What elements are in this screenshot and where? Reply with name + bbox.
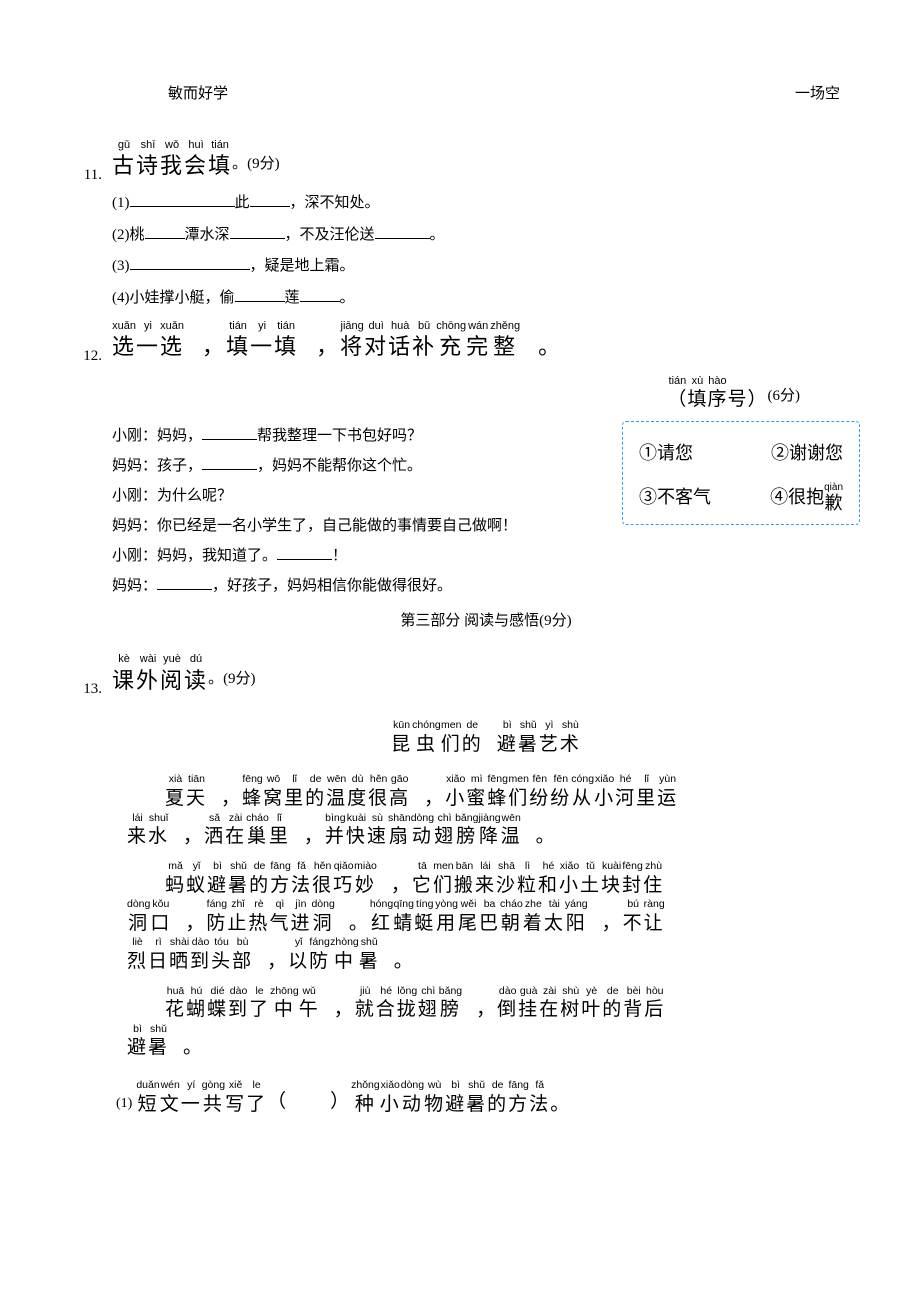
- passage-title: kūn昆chóng虫men们de的bì避shǔ暑yì艺shù术: [112, 719, 860, 757]
- q12-dialog-wrap: 小刚：妈妈，帮我整理一下书包好吗？妈妈：孩子，，妈妈不能帮你这个忙。小刚：为什么…: [112, 421, 860, 601]
- option-row: ③不客气 ④很抱qiàn歉: [639, 480, 843, 514]
- hanzi: 歉: [825, 493, 843, 515]
- question-12: 12. xuǎn选yi一xuǎn选 ，tián填yi一tián填 ，jiāng将…: [60, 320, 860, 635]
- option-3: ③不客气: [639, 480, 711, 514]
- part3-title: 第三部分 阅读与感悟(9分): [112, 607, 860, 636]
- q13-title: kè课wài外yuè阅dú读。(9分): [112, 653, 860, 695]
- question-11: 11. gǔ古shī诗wǒ我huì会tián填。(9分) (1)此，深不知处。(…: [60, 139, 860, 315]
- option-4-pre: ④很抱: [770, 487, 824, 507]
- proverb-left: 敏而好学: [168, 80, 228, 109]
- passage-body: xià夏tiān天 ，fēng蜂wō窝lǐ里de的wēn温dù度hěn很gāo高…: [112, 773, 860, 1061]
- option-row: ①请您 ②谢谢您: [639, 436, 843, 470]
- q12-option-box: ①请您 ②谢谢您 ③不客气 ④很抱qiàn歉: [622, 421, 860, 525]
- question-13: 13. kè课wài外yuè阅dú读。(9分) kūn昆chóng虫men们de…: [60, 653, 860, 1117]
- question-number: 13.: [60, 653, 112, 704]
- q11-items: (1)此，深不知处。(2)桃潭水深，不及汪伦送。(3)，疑是地上霜。(4)小娃撑…: [112, 188, 860, 314]
- exam-page: 敏而好学 一场空 11. gǔ古shī诗wǒ我huì会tián填。(9分) (1…: [0, 0, 920, 1302]
- question-number: 12.: [60, 320, 112, 371]
- option-4: ④很抱qiàn歉: [770, 480, 843, 514]
- proverb-right: 一场空: [795, 80, 840, 109]
- pinyin: qiàn: [824, 483, 843, 493]
- question-number: 11.: [60, 139, 112, 190]
- option-2: ②谢谢您: [771, 436, 843, 470]
- q12-subtitle: tián（xù填hào序号）(6分): [112, 366, 860, 413]
- option-4-ruby: qiàn歉: [824, 483, 843, 515]
- q13-sub1: (1)duǎn短wén文yí一gòng共xiě写le了（ ）zhǒng种xiǎo…: [112, 1079, 860, 1117]
- q11-title: gǔ古shī诗wǒ我huì会tián填。(9分): [112, 139, 860, 181]
- q12-dialog: 小刚：妈妈，帮我整理一下书包好吗？妈妈：孩子，，妈妈不能帮你这个忙。小刚：为什么…: [112, 421, 612, 601]
- q12-title: xuǎn选yi一xuǎn选 ，tián填yi一tián填 ，jiāng将duì对…: [112, 320, 860, 362]
- header-proverb-row: 敏而好学 一场空: [60, 80, 860, 109]
- option-1: ①请您: [639, 436, 693, 470]
